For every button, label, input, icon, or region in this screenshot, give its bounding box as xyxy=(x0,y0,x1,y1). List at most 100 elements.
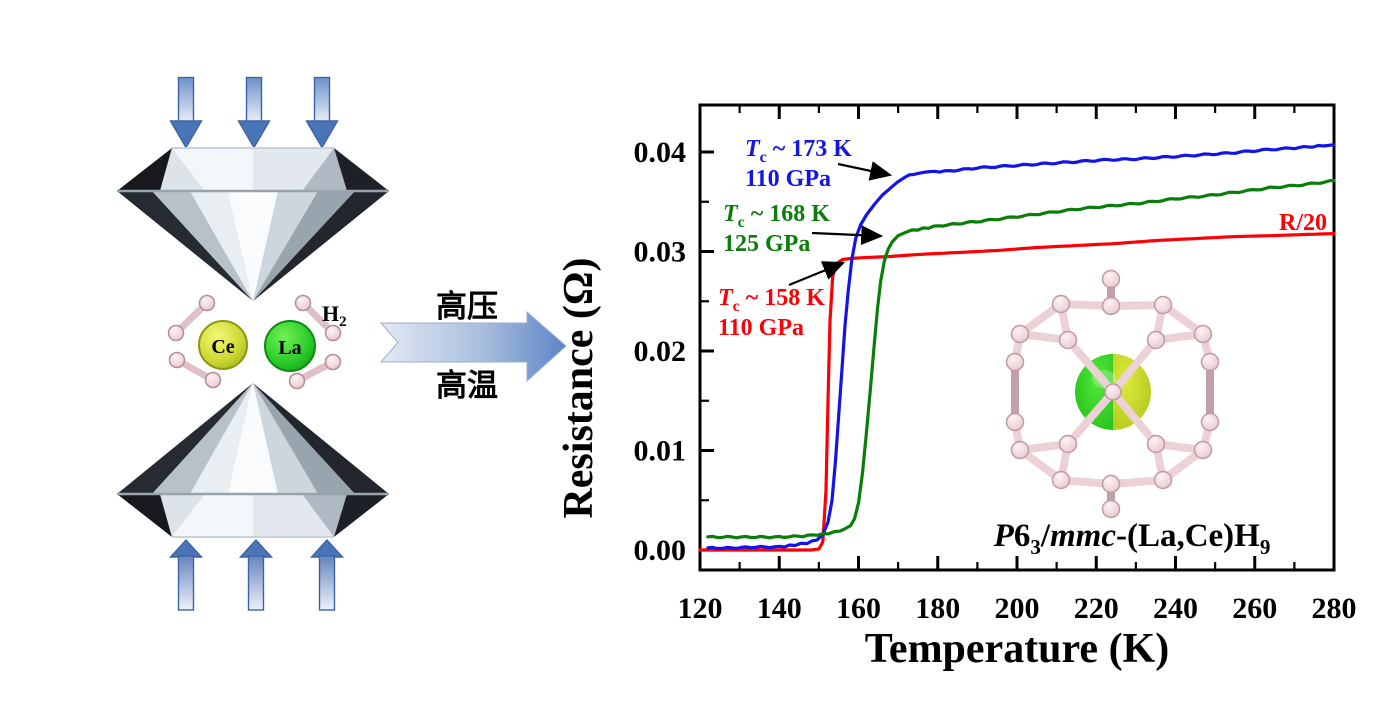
tc-symbol: T xyxy=(745,136,761,162)
x-tick-label: 280 xyxy=(1312,592,1357,625)
ce-atom: Ce xyxy=(198,320,248,370)
h-atom xyxy=(1193,324,1213,344)
h-atom-center xyxy=(1104,383,1122,401)
h-atom xyxy=(1193,440,1213,460)
h2-molecule xyxy=(288,353,342,390)
tc-value: ~ 173 K xyxy=(767,136,852,162)
x-tick-label: 120 xyxy=(678,592,723,625)
y-axis-label: Resistance (Ω) xyxy=(556,257,602,518)
y-tick-label: 0.01 xyxy=(634,435,687,468)
x-tick-label: 200 xyxy=(995,592,1040,625)
h-atom xyxy=(1146,330,1166,350)
formula-sub3: 3 xyxy=(1030,535,1041,559)
h-atom xyxy=(1200,352,1220,372)
h-atom xyxy=(1010,324,1030,344)
h2-label-base: H xyxy=(322,301,339,326)
tc-subscript: c xyxy=(738,214,745,231)
pressure-label: 125 GPa xyxy=(723,231,810,257)
h-atom xyxy=(1010,440,1030,460)
pressure-label: 110 GPa xyxy=(745,166,831,192)
h-atom xyxy=(198,294,216,312)
annotation-blue: Tc ~ 173 K 110 GPa xyxy=(745,136,893,192)
h2-molecule xyxy=(168,351,222,389)
formula-sub9: 9 xyxy=(1260,535,1271,559)
x-tick-label: 180 xyxy=(915,592,960,625)
h-atom xyxy=(1153,470,1173,490)
tc-value: ~ 168 K xyxy=(745,201,830,227)
h-atom xyxy=(1051,470,1071,490)
series-red-r20 xyxy=(698,232,1336,552)
top-diamond xyxy=(117,147,389,301)
series-green-125gpa xyxy=(706,179,1336,540)
y-tick-label: 0.02 xyxy=(634,335,687,368)
h-atom xyxy=(1153,295,1173,315)
h2-label-sub: 2 xyxy=(339,314,347,330)
h-atom xyxy=(1058,434,1078,454)
svg-text:Tc ~ 168 K: Tc ~ 168 K xyxy=(723,201,830,231)
annotation-arrow xyxy=(811,225,884,246)
y-tick-label: 0.03 xyxy=(634,236,687,269)
tc-subscript: c xyxy=(760,149,767,166)
h-atom xyxy=(1051,294,1071,314)
la-atom: La xyxy=(264,320,316,372)
chart-curves xyxy=(698,143,1336,552)
r20-scale-label: R/20 xyxy=(1279,210,1327,236)
diamond-anvil-cell: Ce La H2 xyxy=(117,76,389,611)
x-axis-label: Temperature (K) xyxy=(865,626,1169,672)
annotation-green: Tc ~ 168 K 125 GPa xyxy=(723,201,884,257)
formula-slash: / xyxy=(1040,518,1051,554)
ce-atom-label: Ce xyxy=(211,336,234,358)
h-atom xyxy=(1005,352,1025,372)
top-force-arrows xyxy=(169,76,339,149)
y-tick-label: 0.04 xyxy=(634,136,687,169)
h-atom xyxy=(1058,330,1078,350)
inset-crystal-structure xyxy=(1005,269,1220,519)
pressure-label: 110 GPa xyxy=(718,315,804,341)
annotation-arrow xyxy=(837,161,893,181)
tc-subscript: c xyxy=(733,298,740,315)
inset-formula: P63/mmc-(La,Ce)H9 xyxy=(993,518,1271,559)
h-cage-bond xyxy=(1109,336,1160,396)
tc-symbol: T xyxy=(718,285,734,311)
down-arrow-icon xyxy=(237,76,271,149)
process-arrow: 高压 高温 xyxy=(379,289,567,403)
h-cage-bond xyxy=(1064,388,1117,448)
up-arrow-icon xyxy=(168,538,204,611)
right-arrow-shape xyxy=(379,310,567,383)
h-atom xyxy=(1101,269,1121,289)
h-atom xyxy=(1101,474,1121,494)
axis-ticks xyxy=(698,105,1336,570)
formula-mmc: mmc xyxy=(1050,518,1116,554)
x-tick-label: 240 xyxy=(1153,592,1198,625)
formula-tail: -(La,Ce)H xyxy=(1116,518,1260,554)
x-tick-label: 260 xyxy=(1232,592,1277,625)
h-atom xyxy=(324,353,342,371)
h2-label: H2 xyxy=(322,301,347,330)
h-atom xyxy=(168,351,186,369)
h-atom xyxy=(1101,499,1121,519)
svg-text:Tc ~ 158 K: Tc ~ 158 K xyxy=(718,285,825,315)
down-arrow-icon xyxy=(305,76,339,149)
svg-text:Tc ~ 173 K: Tc ~ 173 K xyxy=(745,136,852,166)
formula-six: 6 xyxy=(1014,518,1031,554)
annotation-arrow xyxy=(788,261,846,287)
h2-molecule xyxy=(294,294,342,342)
h2-molecules xyxy=(167,294,342,390)
tc-symbol: T xyxy=(723,201,739,227)
rt-chart: 120 140 160 180 200 220 240 260 280 0.00 0.01 0.02 0… xyxy=(556,103,1357,672)
up-arrow-icon xyxy=(238,538,274,611)
h-atom xyxy=(288,372,306,390)
bottom-force-arrows xyxy=(168,538,345,611)
x-tick-label: 160 xyxy=(836,592,881,625)
h-atom xyxy=(1200,412,1220,432)
high-pressure-label: 高压 xyxy=(436,289,498,324)
series-blue-110gpa xyxy=(706,143,1336,551)
h-cage-atoms xyxy=(1005,269,1220,519)
h-cage-bond xyxy=(1109,388,1160,448)
h-atom xyxy=(324,324,342,342)
h-atom xyxy=(294,294,312,312)
y-tick-label: 0.00 xyxy=(634,534,687,567)
h-atom xyxy=(1005,412,1025,432)
